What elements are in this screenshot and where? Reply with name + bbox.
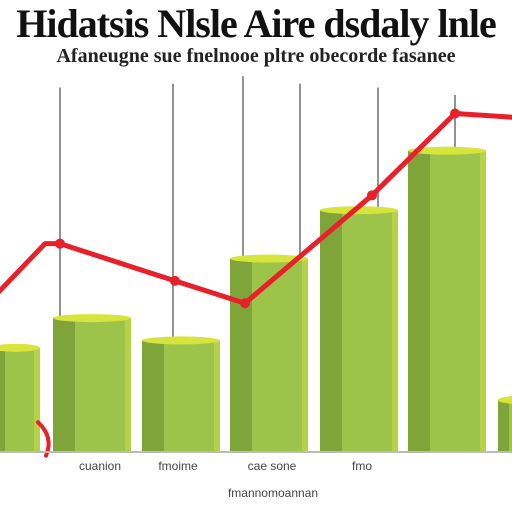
bar-side-1: [0, 347, 5, 452]
bar-top-2: [53, 314, 131, 323]
line-point-1: [55, 238, 65, 249]
bar-top-7: [498, 396, 512, 404]
bar-top-4: [230, 254, 308, 263]
chart-subtitle: Afaneugne sue fnelnooe pltre obecorde fa…: [56, 45, 456, 67]
line-point-5: [450, 108, 460, 119]
line-point-2: [170, 275, 180, 286]
bar-edge-6: [480, 150, 486, 452]
x-tick-labels: cuanion fmoime cae sone fmo: [79, 459, 372, 473]
bar-2: [53, 314, 131, 452]
bar-edge-3: [214, 340, 220, 452]
bar-3: [142, 336, 220, 452]
bars-layer: [0, 146, 512, 452]
bar-side-6: [408, 150, 430, 452]
line-layer: [0, 108, 512, 458]
bar-side-7: [498, 399, 509, 452]
x-tick-label-4: fmo: [352, 459, 372, 473]
x-tick-label-2: fmoime: [158, 459, 198, 473]
x-tick-label-1: cuanion: [79, 459, 121, 473]
chart-title: Hidatsis Nlsle Aire dsdaly lnle: [16, 1, 496, 46]
bar-side-3: [142, 340, 164, 452]
x-axis-label: fmannomoannan: [228, 486, 318, 500]
bar-edge-2: [125, 318, 131, 452]
line-point-3: [240, 298, 250, 309]
bar-side-2: [53, 318, 75, 452]
bar-edge-4: [302, 258, 308, 452]
bar-1: [0, 343, 40, 452]
bar-side-5: [320, 210, 342, 452]
bar-front-1: [0, 347, 40, 452]
bar-top-3: [142, 336, 220, 345]
bar-6: [408, 146, 486, 452]
bar-edge-1: [34, 347, 40, 452]
bar-5: [320, 206, 398, 452]
bar-side-4: [230, 258, 252, 452]
bar-top-1: [0, 343, 40, 352]
bar-4: [230, 254, 308, 452]
bar-edge-5: [392, 210, 398, 452]
bar-top-5: [320, 206, 398, 215]
bar-7: [498, 396, 512, 452]
bar-top-6: [408, 146, 486, 155]
line-point-4: [367, 190, 377, 201]
x-tick-label-3: cae sone: [248, 459, 297, 473]
